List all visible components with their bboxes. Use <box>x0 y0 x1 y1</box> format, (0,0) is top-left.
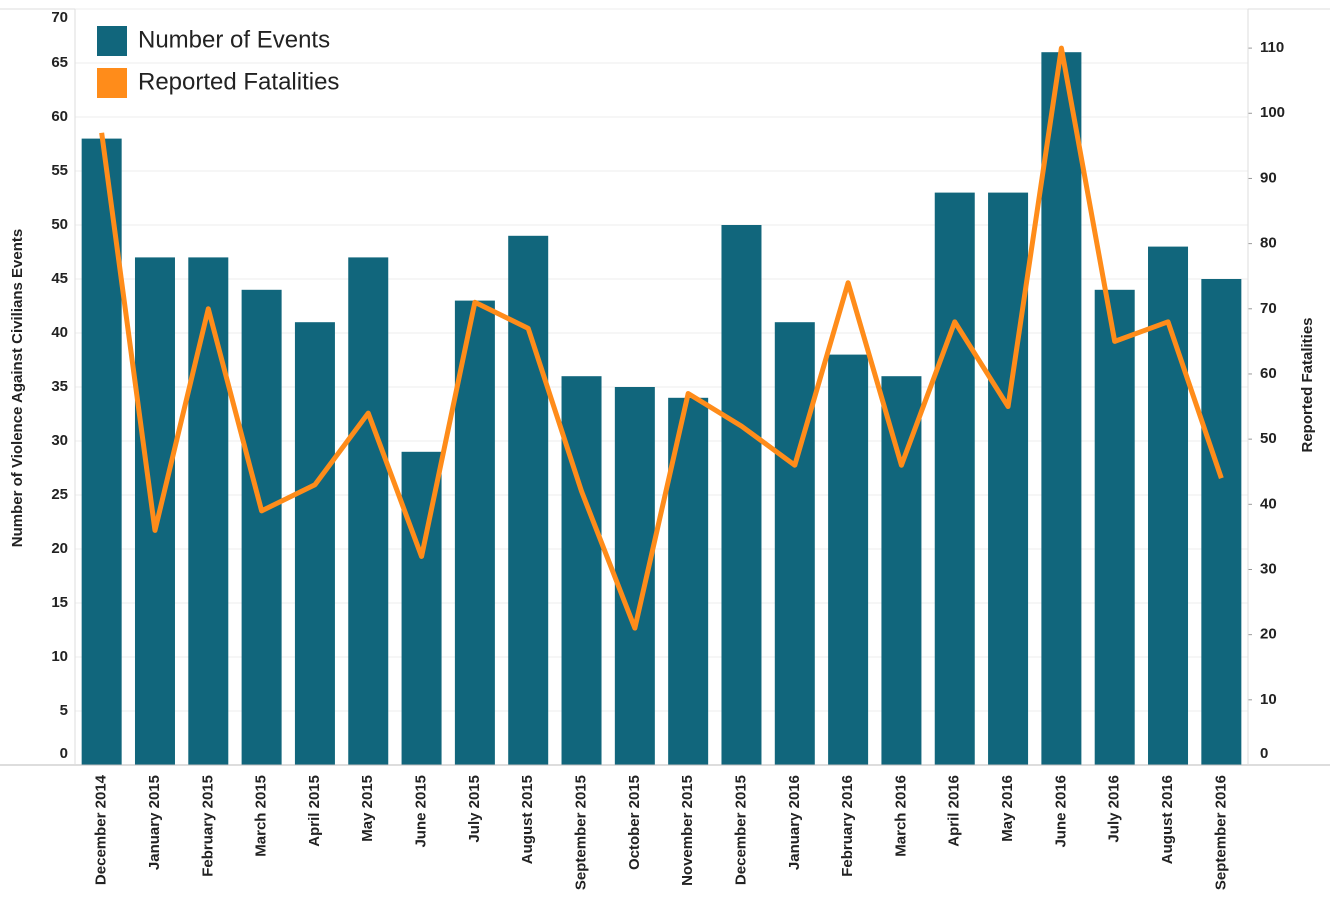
x-tick-label: May 2016 <box>999 775 1016 842</box>
y2-tick-label: 50 <box>1260 430 1277 447</box>
bar <box>881 376 922 765</box>
bar <box>188 257 229 765</box>
y-tick-label: 10 <box>51 648 68 665</box>
x-tick-label: December 2015 <box>732 775 749 885</box>
y-tick-label: 45 <box>51 270 68 287</box>
x-tick-label: December 2014 <box>93 774 110 885</box>
y2-tick-label: 110 <box>1260 39 1284 56</box>
y2-tick-label: 20 <box>1260 626 1277 643</box>
y-tick-label: 70 <box>51 9 68 26</box>
y-tick-label: 5 <box>60 702 68 719</box>
y2-tick-label: 100 <box>1260 104 1285 121</box>
bar <box>348 257 389 765</box>
bar <box>1148 246 1189 766</box>
y-tick-label: 55 <box>51 162 68 179</box>
y2-tick-label: 0 <box>1260 745 1268 762</box>
y2-tick-label: 70 <box>1260 300 1277 317</box>
legend-label: Number of Events <box>138 26 330 53</box>
y-tick-label: 60 <box>51 108 68 125</box>
y-tick-label: 50 <box>51 216 68 233</box>
bar <box>988 192 1029 766</box>
y-tick-label: 30 <box>51 432 68 449</box>
bar <box>241 289 282 765</box>
bar <box>1094 289 1135 765</box>
x-tick-label: July 2016 <box>1106 775 1123 843</box>
bar <box>508 235 549 766</box>
y2-tick-label: 90 <box>1260 169 1277 186</box>
x-tick-label: June 2015 <box>413 775 430 848</box>
bar <box>561 376 602 765</box>
x-tick-label: January 2016 <box>786 775 803 870</box>
x-tick-label: September 2016 <box>1212 775 1229 890</box>
bar <box>721 225 762 765</box>
x-tick-label: June 2016 <box>1052 775 1069 848</box>
y2-axis-title: Reported Fatalities <box>1299 317 1316 452</box>
x-tick-label: August 2015 <box>519 775 536 864</box>
bar <box>774 322 815 765</box>
x-tick-label: February 2016 <box>839 775 856 877</box>
bar <box>134 257 175 765</box>
y-tick-label: 40 <box>51 324 68 341</box>
y2-tick-label: 40 <box>1260 495 1277 512</box>
x-tick-label: November 2015 <box>679 775 696 886</box>
y2-tick-label: 10 <box>1260 691 1277 708</box>
y-tick-label: 35 <box>51 378 68 395</box>
x-tick-label: July 2015 <box>466 775 483 843</box>
bar <box>294 322 335 765</box>
x-tick-label: March 2016 <box>892 775 909 857</box>
y-tick-label: 65 <box>51 54 68 71</box>
x-tick-label: February 2015 <box>199 775 216 877</box>
x-tick-label: August 2016 <box>1159 775 1176 864</box>
y2-tick-label: 30 <box>1260 560 1277 577</box>
x-tick-label: March 2015 <box>253 775 270 857</box>
y-axis-title: Number of Violence Against Civilians Eve… <box>9 229 26 547</box>
x-tick-label: September 2015 <box>572 775 589 890</box>
y-tick-label: 20 <box>51 540 68 557</box>
bar <box>828 354 869 765</box>
line <box>99 45 1224 631</box>
y2-tick-label: 60 <box>1260 365 1277 382</box>
x-tick-label: April 2015 <box>306 775 323 847</box>
bar <box>1041 52 1082 765</box>
x-tick-label: May 2015 <box>359 775 376 842</box>
bar <box>934 192 975 766</box>
legend-swatch <box>97 26 127 56</box>
legend-label: Reported Fatalities <box>138 68 339 95</box>
legend-swatch <box>97 68 127 98</box>
x-tick-label: October 2015 <box>626 775 643 870</box>
bar <box>1201 279 1242 765</box>
y-tick-label: 15 <box>51 594 68 611</box>
y-tick-label: 0 <box>60 745 68 762</box>
x-tick-label: April 2016 <box>946 775 963 847</box>
y2-tick-label: 80 <box>1260 235 1277 252</box>
x-tick-label: January 2015 <box>146 775 163 870</box>
y-tick-label: 25 <box>51 486 68 503</box>
